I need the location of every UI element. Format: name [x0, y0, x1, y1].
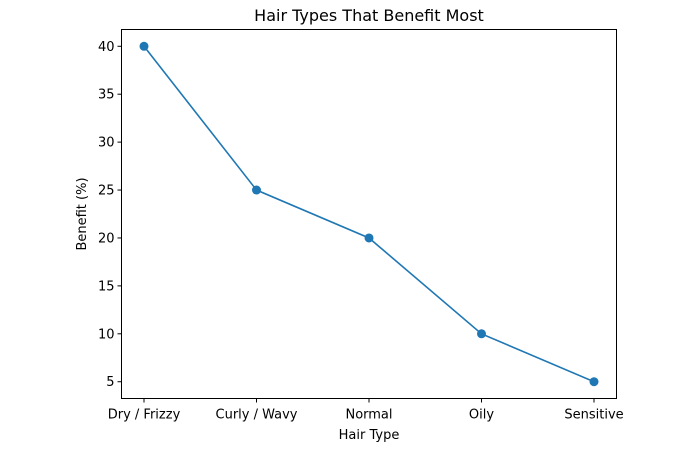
x-tick-label: Dry / Frizzy	[108, 408, 181, 423]
data-point	[589, 377, 599, 387]
chart-title: Hair Types That Benefit Most	[254, 6, 484, 25]
series-line	[143, 45, 595, 383]
plot-area-frame	[121, 29, 617, 399]
x-tick-label: Sensitive	[564, 408, 623, 423]
x-tick-label: Curly / Wavy	[216, 408, 298, 423]
data-point	[477, 329, 486, 339]
x-tick-label: Normal	[345, 408, 392, 423]
data-point	[139, 41, 149, 51]
y-tick-label: 10	[98, 327, 115, 342]
y-tick-label: 5	[106, 375, 114, 390]
y-tick-label: 30	[98, 136, 115, 151]
y-tick-label: 20	[98, 231, 115, 246]
y-tick-label: 35	[98, 88, 115, 103]
data-point	[364, 233, 374, 243]
y-axis-label: Benefit (%)	[75, 177, 90, 250]
y-tick-label: 25	[98, 184, 115, 199]
y-tick-label: 40	[98, 40, 115, 55]
x-tick-label: Oily	[469, 408, 494, 423]
data-point	[252, 185, 261, 195]
x-axis-label: Hair Type	[339, 428, 400, 443]
y-tick-label: 15	[98, 279, 115, 294]
